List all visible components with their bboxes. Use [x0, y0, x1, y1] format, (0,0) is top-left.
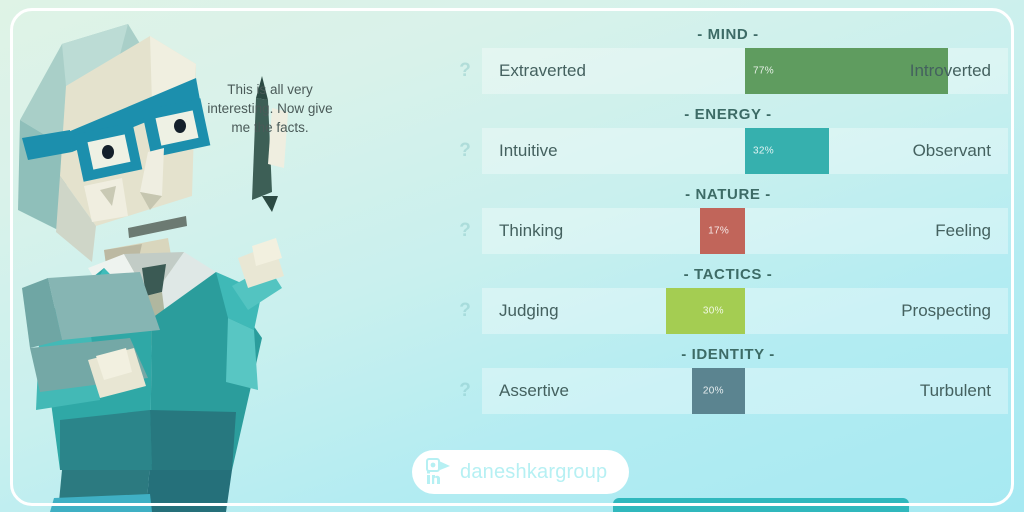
trait-row-tactics: ? 30% Judging Prospecting: [448, 288, 1008, 334]
trait-title-energy: - ENERGY -: [684, 106, 772, 123]
trait-title-tactics: - TACTICS -: [683, 266, 773, 283]
trait-identity: - IDENTITY - ? 20% Assertive Turbulent: [448, 346, 1008, 414]
trait-title-nature: - NATURE -: [685, 186, 771, 203]
help-icon-identity[interactable]: ?: [459, 380, 471, 401]
trait-right-label-tactics: Prospecting: [901, 301, 991, 320]
trait-track-mind[interactable]: 77% Extraverted Introverted: [482, 48, 1008, 94]
trait-right-label-nature: Feeling: [935, 221, 991, 240]
trait-left-label-energy: Intuitive: [499, 141, 558, 160]
trait-left-label-tactics: Judging: [499, 301, 559, 320]
help-icon-nature[interactable]: ?: [459, 220, 471, 241]
watermark-badge: daneshkargroup: [412, 450, 630, 494]
speech-text: This is all very interesting. Now give m…: [207, 82, 333, 135]
trait-row-mind: ? 77% Extraverted Introverted: [448, 48, 1008, 94]
trait-nature: - NATURE - ? 17% Thinking Feeling: [448, 186, 1008, 254]
trait-percent-mind: 77%: [753, 65, 774, 77]
trait-fill-energy: [745, 128, 830, 174]
trait-title-identity: - IDENTITY -: [681, 346, 775, 363]
trait-row-energy: ? 32% Intuitive Observant: [448, 128, 1008, 174]
watermark-text: daneshkargroup: [460, 460, 608, 483]
trait-energy: - ENERGY - ? 32% Intuitive Observant: [448, 106, 1008, 174]
trait-track-nature[interactable]: 17% Thinking Feeling: [482, 208, 1008, 254]
trait-percent-energy: 32%: [753, 145, 774, 157]
help-icon-tactics[interactable]: ?: [459, 300, 471, 321]
trait-tactics: - TACTICS - ? 30% Judging Prospecting: [448, 266, 1008, 334]
trait-percent-nature: 17%: [708, 225, 730, 237]
trait-left-label-nature: Thinking: [499, 221, 564, 240]
trait-title-mind: - MIND -: [697, 26, 759, 43]
trait-right-label-energy: Observant: [912, 141, 991, 160]
trait-left-label-identity: Assertive: [499, 381, 569, 400]
trait-right-label-identity: Turbulent: [919, 381, 991, 400]
trait-track-tactics[interactable]: 30% Judging Prospecting: [482, 288, 1008, 334]
help-icon-mind[interactable]: ?: [459, 60, 471, 81]
trait-row-nature: ? 17% Thinking Feeling: [448, 208, 1008, 254]
trait-right-label-mind: Introverted: [909, 61, 991, 80]
trait-fill-identity: [692, 368, 745, 414]
trait-fill-tactics: [666, 288, 745, 334]
trait-track-identity[interactable]: 20% Assertive Turbulent: [482, 368, 1008, 414]
bottom-action-button[interactable]: [613, 498, 909, 512]
trait-percent-identity: 20%: [702, 385, 724, 397]
trait-fill-mind: [745, 48, 948, 94]
trait-left-label-mind: Extraverted: [499, 61, 586, 80]
trait-list: - MIND - ? 77% Extraverted Introverted -…: [448, 26, 1008, 426]
character-illustration: [18, 24, 288, 512]
daneshkar-logo-icon: [426, 458, 450, 484]
trait-fill-nature: [700, 208, 745, 254]
help-icon-energy[interactable]: ?: [459, 140, 471, 161]
trait-percent-tactics: 30%: [702, 305, 724, 317]
trait-track-energy[interactable]: 32% Intuitive Observant: [482, 128, 1008, 174]
trait-mind: - MIND - ? 77% Extraverted Introverted: [448, 26, 1008, 94]
trait-row-identity: ? 20% Assertive Turbulent: [448, 368, 1008, 414]
